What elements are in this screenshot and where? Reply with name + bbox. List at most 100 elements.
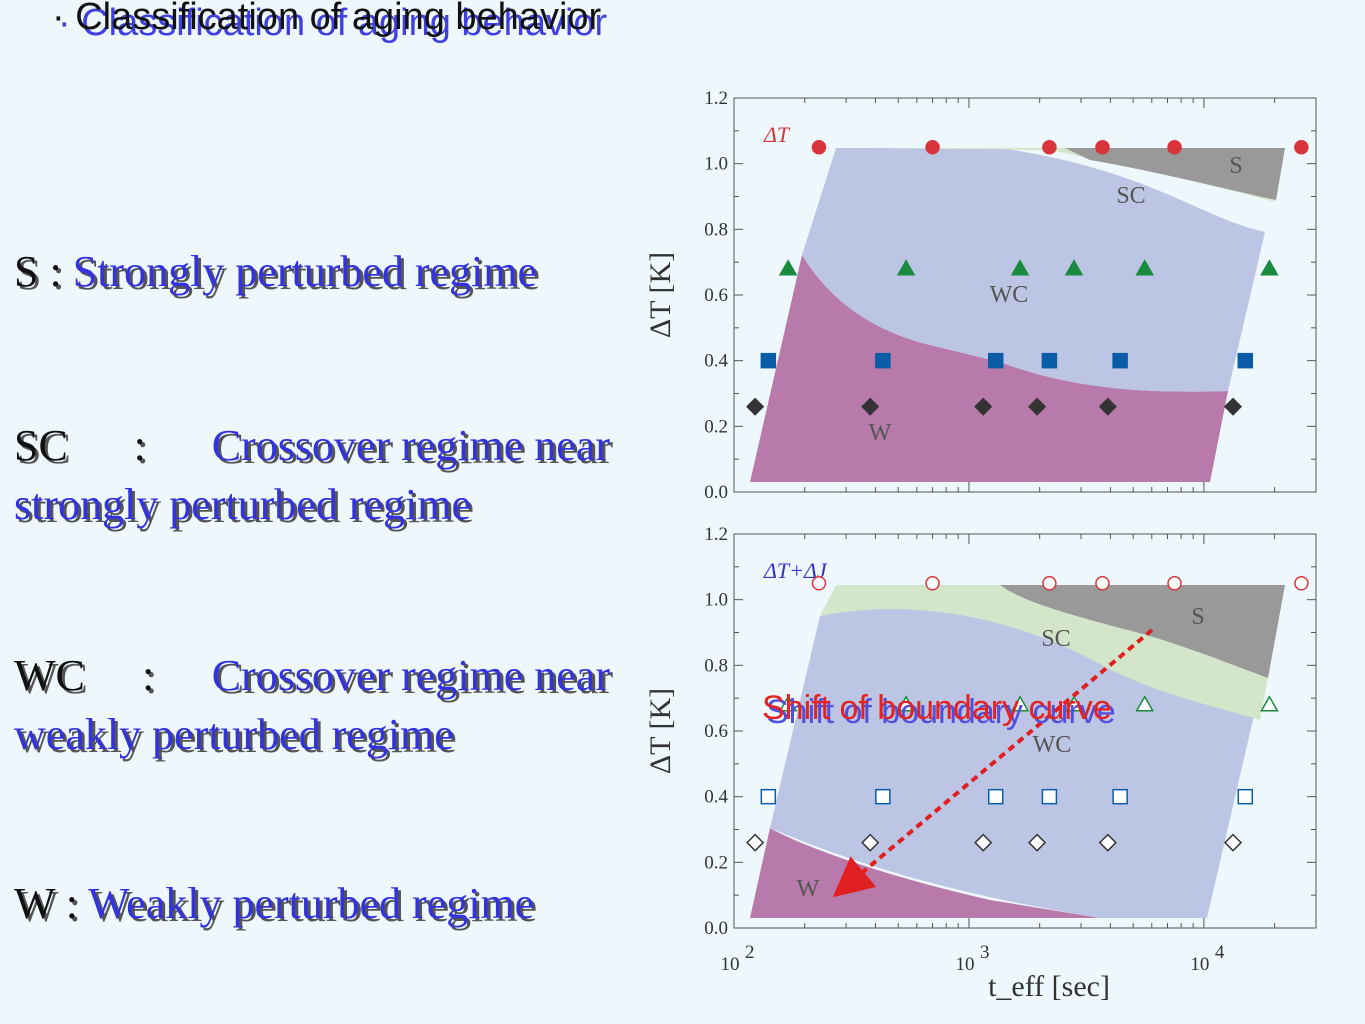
region-wc	[802, 148, 1265, 392]
x-tick-label: 10	[721, 954, 740, 975]
marker-diamond	[1098, 833, 1117, 852]
regime-w-desc: Weakly perturbed regime	[88, 879, 535, 928]
region-w	[750, 255, 1228, 482]
region-label-wc: WC	[990, 282, 1029, 308]
regions	[750, 585, 1285, 918]
region-s	[1065, 148, 1285, 200]
y-tick-label: 0.2	[704, 416, 728, 437]
y-tick-label: 0.8	[704, 655, 728, 676]
marker-diamond	[974, 397, 993, 416]
y-tick-label: 0.6	[704, 285, 728, 306]
regime-s: S : Strongly perturbed regime S : Strong…	[14, 247, 541, 299]
y-tick-label: 0.0	[704, 482, 728, 503]
marker-triangle	[1010, 259, 1030, 276]
region-label-wc: WC	[1033, 732, 1072, 758]
regime-s-desc: Strongly perturbed regime	[72, 247, 538, 296]
marker-triangle	[896, 259, 916, 276]
region-s	[1000, 585, 1285, 678]
region-label-w: W	[797, 876, 820, 902]
y-tick-label: 0.8	[704, 219, 728, 240]
marker-circle	[1294, 140, 1309, 155]
y-tick-label: 1.0	[704, 590, 728, 611]
y-axis-label: ΔT [K]	[644, 252, 677, 338]
x-axis-label: t_eff [sec]	[988, 970, 1110, 1003]
marker-diamond	[1098, 397, 1117, 416]
marker-circle	[811, 140, 827, 155]
top-chart: S SC WC W 0.0 0.2 0.4 0.6 0.8 1.0 1.2 ΔT [K] ΔT	[644, 88, 1317, 503]
slide-title: · Classification of aging behavior · Cla…	[52, 0, 608, 44]
shift-arrow	[832, 628, 1154, 898]
marker-triangle	[1260, 259, 1279, 276]
y-tick-label: 1.0	[704, 154, 728, 175]
y-tick-label: 1.2	[704, 524, 728, 545]
x-tick-label: 10	[1190, 954, 1209, 975]
region-label-sc: SC	[1041, 626, 1070, 652]
regime-sc-code: SC	[14, 421, 68, 470]
marker-diamond	[1223, 833, 1243, 852]
region-label-sc: SC	[1116, 183, 1145, 209]
marker-square	[1041, 352, 1058, 369]
regime-wc: WC : Crossover regime near WC : Crossove…	[14, 651, 613, 762]
marker-square	[1112, 352, 1128, 369]
regime-sc-desc-line2: strongly perturbed regime	[14, 480, 471, 529]
marker-circle	[1042, 140, 1057, 155]
y-tick-label: 0.4	[704, 351, 728, 372]
marker-square	[1041, 788, 1058, 805]
marker-square	[875, 352, 891, 369]
marker-square	[875, 788, 891, 805]
marker-circle	[1095, 140, 1110, 155]
marker-diamond	[974, 833, 993, 852]
region-label-s: S	[1229, 153, 1242, 179]
regime-w-code: W	[14, 879, 55, 928]
x-tick-label: 10	[955, 954, 974, 975]
marker-diamond	[861, 397, 880, 416]
marker-square	[1112, 788, 1128, 805]
y-tick-label: 0.4	[704, 787, 728, 808]
region-label-s: S	[1191, 604, 1204, 630]
regime-sc-desc-line1: Crossover regime near	[211, 421, 610, 470]
marker-square	[1237, 788, 1254, 805]
marker-triangle	[1135, 259, 1155, 276]
marker-triangle	[778, 259, 798, 276]
y-axis-label: ΔT [K]	[644, 688, 677, 774]
marker-circle	[1294, 576, 1309, 591]
regime-s-code: S	[14, 247, 39, 296]
marker-triangle	[1064, 259, 1084, 276]
marker-circle	[925, 140, 940, 155]
x-tick-exponent: 4	[1215, 942, 1225, 963]
marker-triangle	[1260, 695, 1279, 712]
marker-triangle	[778, 695, 798, 712]
marker-triangle	[896, 695, 916, 712]
marker-circle	[1167, 576, 1182, 591]
marker-circle	[1167, 140, 1182, 155]
marker-diamond	[1028, 397, 1047, 416]
marker-diamond	[861, 833, 880, 852]
regime-w: W : Weakly perturbed regime W : Weakly p…	[14, 879, 538, 931]
region-label-w: W	[869, 420, 892, 446]
regime-wc-code: WC	[14, 651, 85, 700]
marker-circle	[1042, 576, 1057, 591]
regime-sc: SC : Crossover regime near SC : Crossove…	[14, 421, 613, 532]
panel-title: ΔT	[763, 122, 791, 147]
marker-triangle	[1135, 695, 1155, 712]
marker-square	[760, 788, 777, 805]
marker-diamond	[746, 833, 765, 852]
marker-square	[987, 352, 1004, 369]
marker-diamond	[746, 397, 765, 416]
shift-annotation: Shift of boundary curve Shift of boundar…	[762, 689, 1116, 731]
regions	[750, 148, 1285, 482]
x-tick-exponent: 3	[980, 942, 990, 963]
marker-circle	[1095, 576, 1110, 591]
x-tick-exponent: 2	[745, 942, 755, 963]
y-tick-label: 0.0	[704, 918, 728, 939]
regime-wc-desc-line2: weakly perturbed regime	[14, 710, 454, 759]
marker-square	[987, 788, 1004, 805]
y-tick-label: 0.2	[704, 852, 728, 873]
regime-wc-desc-line1: Crossover regime near	[211, 651, 610, 700]
marker-diamond	[1028, 833, 1047, 852]
marker-circle	[811, 576, 827, 591]
marker-circle	[925, 576, 940, 591]
marker-diamond	[1223, 397, 1243, 416]
